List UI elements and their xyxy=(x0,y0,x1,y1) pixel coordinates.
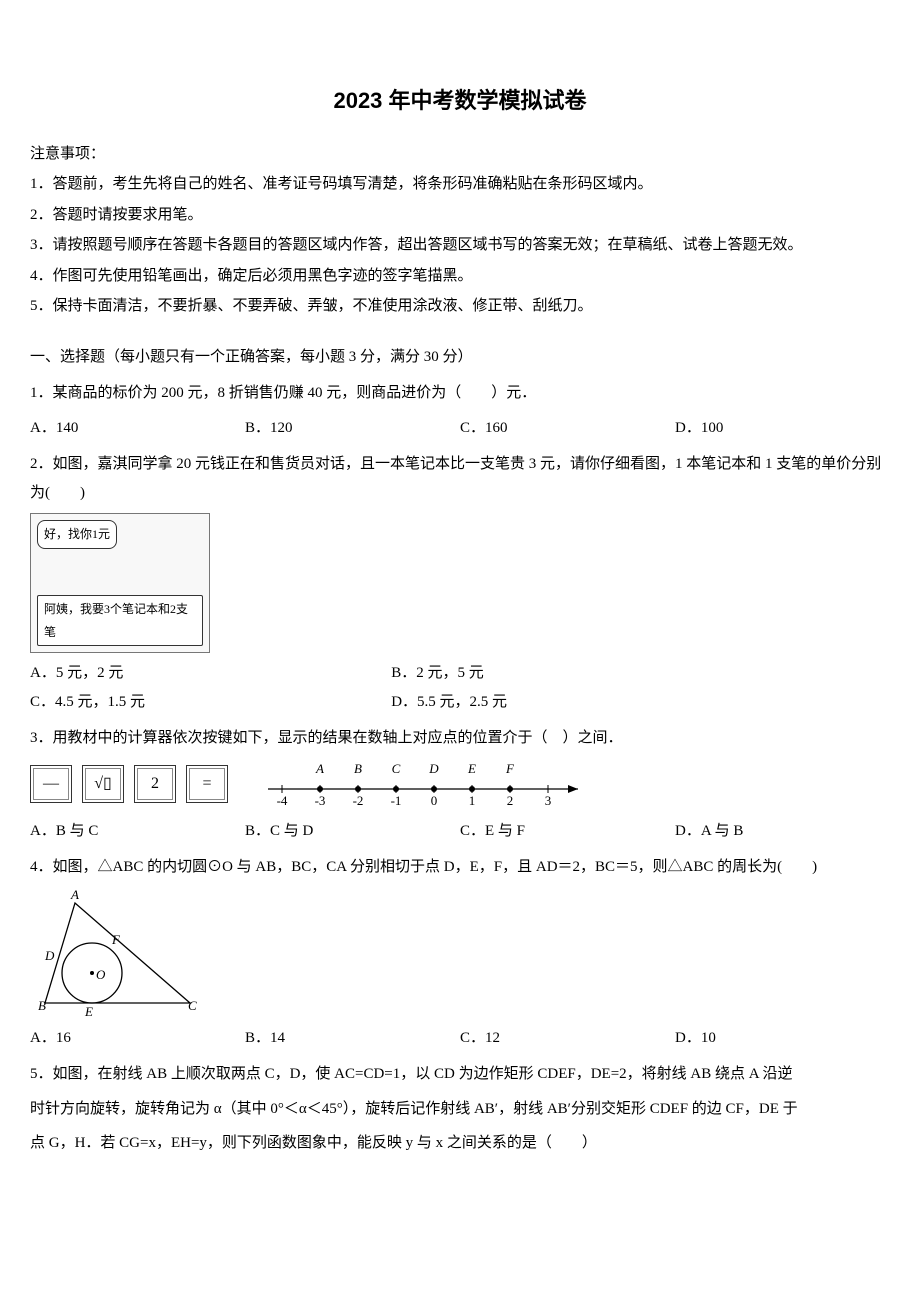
q1-option-b: B．120 xyxy=(245,414,460,443)
q2-bubble-top: 好，找你1元 xyxy=(37,520,117,549)
calc-key-sqrt: √▯ xyxy=(82,765,124,803)
svg-text:A: A xyxy=(315,761,324,776)
question-3-options: A．B 与 C B．C 与 D C．E 与 F D．A 与 B xyxy=(30,817,890,846)
svg-text:F: F xyxy=(505,761,515,776)
question-1: 1．某商品的标价为 200 元，8 折销售仍赚 40 元，则商品进价为（ ）元． xyxy=(30,379,890,408)
q3-option-d: D．A 与 B xyxy=(675,817,890,846)
svg-text:C: C xyxy=(392,761,401,776)
q4-option-c: C．12 xyxy=(460,1024,675,1053)
svg-text:-2: -2 xyxy=(353,793,364,808)
page-title: 2023 年中考数学模拟试卷 xyxy=(30,80,890,122)
svg-text:1: 1 xyxy=(469,793,476,808)
q3-number-line: A B C D E F xyxy=(258,759,598,809)
question-2: 2．如图，嘉淇同学拿 20 元钱正在和售货员对话，且一本笔记本比一支笔贵 3 元… xyxy=(30,450,890,507)
svg-text:F: F xyxy=(111,932,121,947)
q3-option-b: B．C 与 D xyxy=(245,817,460,846)
q1-option-a: A．140 xyxy=(30,414,245,443)
calc-key-equals: = xyxy=(186,765,228,803)
instruction-4: 4．作图可先使用铅笔画出，确定后必须用黑色字迹的签字笔描黑。 xyxy=(30,262,890,291)
instruction-1: 1．答题前，考生先将自己的姓名、准考证号码填写清楚，将条形码准确粘贴在条形码区域… xyxy=(30,170,890,199)
q3-calc-keys: — √▯ 2 = xyxy=(30,765,228,803)
svg-text:E: E xyxy=(84,1004,93,1018)
question-4-options: A．16 B．14 C．12 D．10 xyxy=(30,1024,890,1053)
svg-text:-3: -3 xyxy=(315,793,326,808)
q3-figure-row: — √▯ 2 = A B C D E F xyxy=(30,759,890,809)
instructions-header: 注意事项： xyxy=(30,140,890,169)
svg-text:D: D xyxy=(44,948,55,963)
q2-option-b: B．2 元，5 元 xyxy=(391,659,890,688)
svg-text:E: E xyxy=(467,761,476,776)
instruction-5: 5．保持卡面清洁，不要折暴、不要弄破、弄皱，不准使用涂改液、修正带、刮纸刀。 xyxy=(30,292,890,321)
q1-option-d: D．100 xyxy=(675,414,890,443)
question-4: 4．如图，△ABC 的内切圆⊙O 与 AB，BC，CA 分别相切于点 D，E，F… xyxy=(30,853,890,882)
svg-text:O: O xyxy=(96,967,106,982)
q2-bubble-bottom: 阿姨，我要3个笔记本和2支笔 xyxy=(37,595,203,647)
svg-text:B: B xyxy=(354,761,362,776)
question-5-line1: 5．如图，在射线 AB 上顺次取两点 C，D，使 AC=CD=1，以 CD 为边… xyxy=(30,1060,890,1089)
section-1-header: 一、选择题（每小题只有一个正确答案，每小题 3 分，满分 30 分） xyxy=(30,343,890,372)
q2-option-d: D．5.5 元，2.5 元 xyxy=(391,688,890,717)
svg-text:B: B xyxy=(38,998,46,1013)
svg-text:D: D xyxy=(428,761,439,776)
q1-option-c: C．160 xyxy=(460,414,675,443)
svg-text:A: A xyxy=(70,888,79,902)
instruction-3: 3．请按照题号顺序在答题卡各题目的答题区域内作答，超出答题区域书写的答案无效；在… xyxy=(30,231,890,260)
svg-text:C: C xyxy=(188,998,197,1013)
instruction-2: 2．答题时请按要求用笔。 xyxy=(30,201,890,230)
q4-option-b: B．14 xyxy=(245,1024,460,1053)
svg-text:0: 0 xyxy=(431,793,438,808)
question-1-options: A．140 B．120 C．160 D．100 xyxy=(30,414,890,443)
q2-illustration: 好，找你1元 阿姨，我要3个笔记本和2支笔 xyxy=(30,513,210,653)
question-2-options: A．5 元，2 元 B．2 元，5 元 C．4.5 元，1.5 元 D．5.5 … xyxy=(30,659,890,716)
calc-key-2: 2 xyxy=(134,765,176,803)
q3-option-a: A．B 与 C xyxy=(30,817,245,846)
calc-key-minus: — xyxy=(30,765,72,803)
q2-option-a: A．5 元，2 元 xyxy=(30,659,391,688)
q2-option-c: C．4.5 元，1.5 元 xyxy=(30,688,391,717)
svg-text:3: 3 xyxy=(545,793,552,808)
question-3: 3．用教材中的计算器依次按键如下，显示的结果在数轴上对应点的位置介于（ ）之间． xyxy=(30,724,890,753)
svg-text:-4: -4 xyxy=(277,793,288,808)
q3-option-c: C．E 与 F xyxy=(460,817,675,846)
svg-text:-1: -1 xyxy=(391,793,402,808)
q4-diagram: A B C D E F O xyxy=(30,888,200,1018)
svg-text:2: 2 xyxy=(507,793,514,808)
q4-option-a: A．16 xyxy=(30,1024,245,1053)
question-5-line2: 时针方向旋转，旋转角记为 α（其中 0°＜α＜45°），旋转后记作射线 AB′，… xyxy=(30,1095,890,1124)
q4-option-d: D．10 xyxy=(675,1024,890,1053)
question-5-line3: 点 G，H．若 CG=x，EH=y，则下列函数图象中，能反映 y 与 x 之间关… xyxy=(30,1129,890,1158)
